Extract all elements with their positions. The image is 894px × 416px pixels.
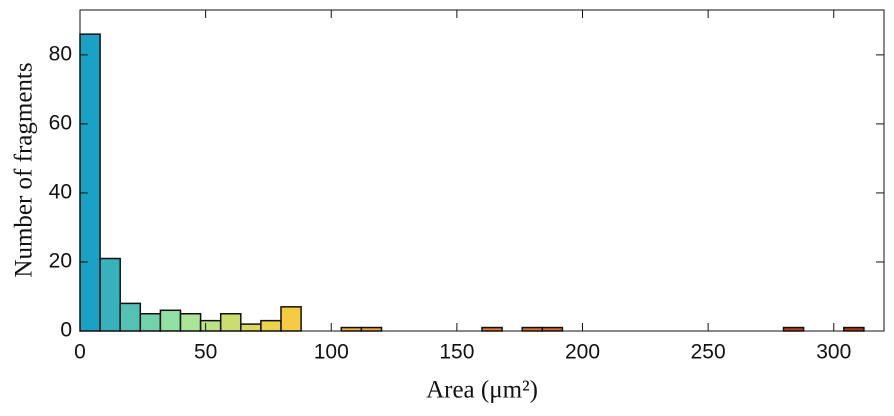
x-tick-label: 50: [194, 341, 217, 364]
y-tick-label: 0: [60, 319, 72, 342]
bar: [360, 326, 383, 332]
y-axis-label: Number of fragments: [11, 62, 38, 277]
bar: [260, 319, 282, 332]
bar: [139, 312, 162, 332]
bar: [159, 309, 182, 332]
y-tick-label: 80: [49, 42, 72, 65]
bar: [240, 323, 262, 332]
bar: [179, 312, 202, 332]
bar: [119, 302, 142, 332]
x-axis-label: Area (μm²): [426, 377, 538, 404]
y-tick-label: 60: [49, 111, 72, 134]
bar: [199, 319, 222, 332]
x-tick-label: 0: [74, 341, 86, 364]
bar: [521, 326, 544, 332]
bar: [99, 257, 121, 332]
bar: [219, 312, 242, 332]
x-tick-label: 250: [691, 341, 726, 364]
plot-frame: [79, 9, 885, 332]
bar: [340, 326, 363, 332]
x-tick-label: 200: [565, 341, 600, 364]
bar: [280, 306, 302, 332]
bar: [79, 33, 101, 332]
x-tick-label: 150: [439, 341, 474, 364]
x-tick-label: 100: [314, 341, 349, 364]
bar: [782, 326, 805, 332]
x-tick-label: 300: [816, 341, 851, 364]
bar: [843, 326, 865, 332]
bar: [481, 326, 503, 332]
y-tick-label: 20: [49, 250, 72, 273]
y-tick-label: 40: [49, 180, 72, 203]
bar: [541, 326, 564, 332]
